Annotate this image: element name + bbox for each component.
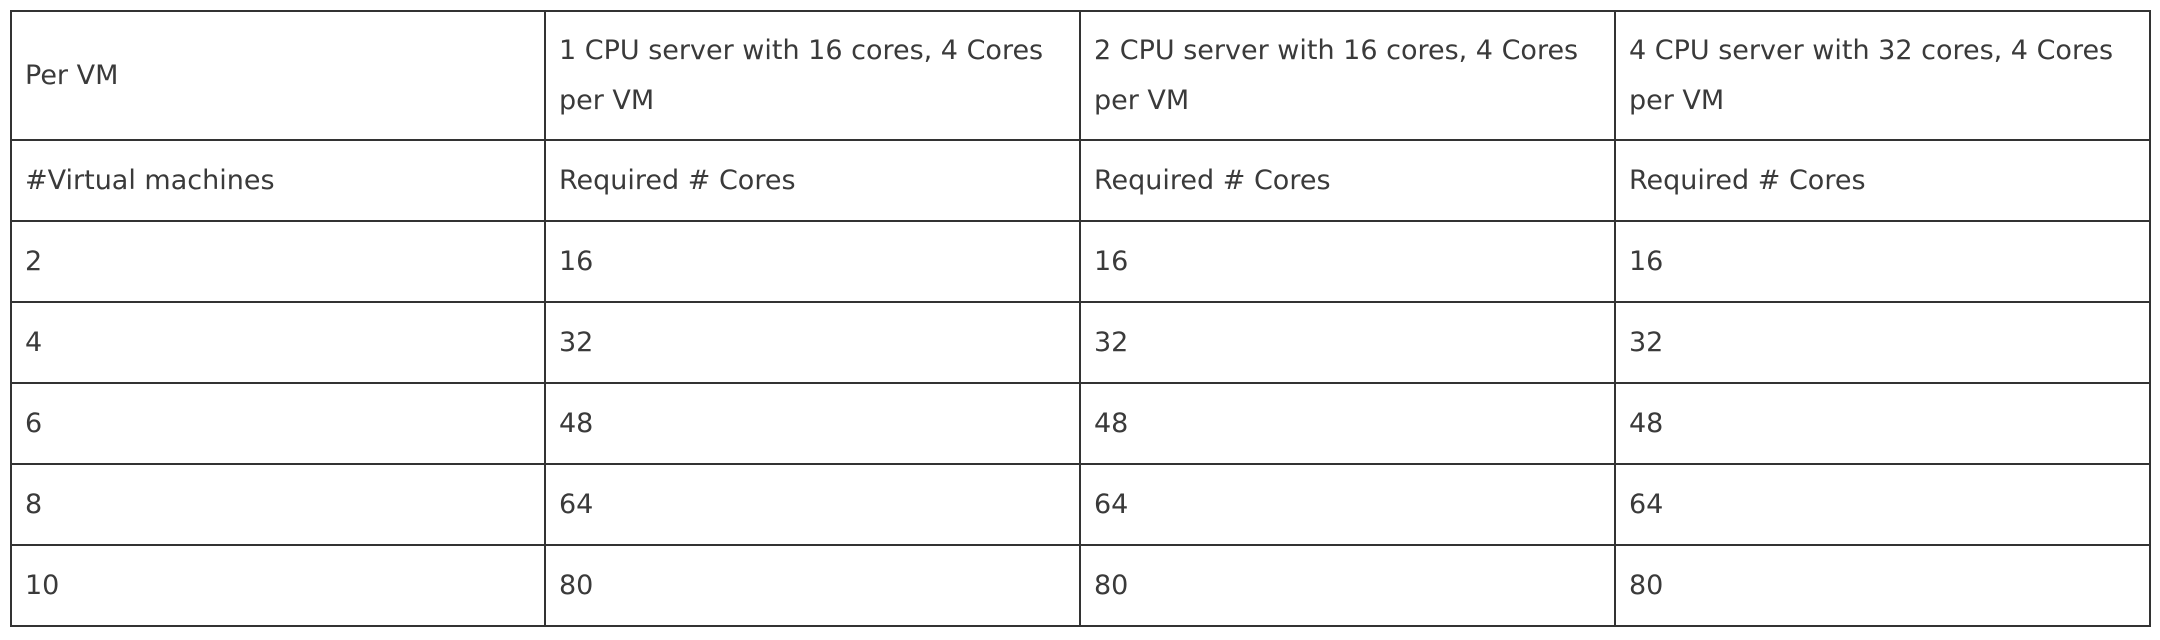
table-cell: 2 [10, 220, 546, 303]
table-cell: 10 [10, 544, 546, 627]
table-cell: 32 [1079, 301, 1616, 384]
table-header-row: Per VM 1 CPU server with 16 cores, 4 Cor… [10, 10, 2151, 141]
subheader-cell-cores-1: Required # Cores [544, 139, 1081, 222]
table-cell: 8 [10, 463, 546, 546]
table-subheader-row: #Virtual machines Required # Cores Requi… [10, 139, 2151, 222]
table-cell: 48 [544, 382, 1081, 465]
table-row: 10 80 80 80 [10, 544, 2151, 627]
subheader-cell-vms: #Virtual machines [10, 139, 546, 222]
table-cell: 80 [1614, 544, 2151, 627]
table-cell: 80 [1079, 544, 1616, 627]
header-cell-per-vm: Per VM [10, 10, 546, 141]
table-cell: 32 [544, 301, 1081, 384]
cores-table-container: Per VM 1 CPU server with 16 cores, 4 Cor… [10, 10, 2151, 627]
table-row: 2 16 16 16 [10, 220, 2151, 303]
table-cell: 16 [544, 220, 1081, 303]
table-cell: 64 [1079, 463, 1616, 546]
table-row: 8 64 64 64 [10, 463, 2151, 546]
cores-table: Per VM 1 CPU server with 16 cores, 4 Cor… [10, 10, 2151, 627]
header-cell-2cpu: 2 CPU server with 16 cores, 4 Cores per … [1079, 10, 1616, 141]
table-cell: 16 [1079, 220, 1616, 303]
table-cell: 48 [1614, 382, 2151, 465]
table-cell: 4 [10, 301, 546, 384]
table-cell: 64 [1614, 463, 2151, 546]
subheader-cell-cores-2: Required # Cores [1079, 139, 1616, 222]
table-cell: 64 [544, 463, 1081, 546]
header-cell-4cpu: 4 CPU server with 32 cores, 4 Cores per … [1614, 10, 2151, 141]
table-cell: 48 [1079, 382, 1616, 465]
table-cell: 32 [1614, 301, 2151, 384]
header-cell-1cpu: 1 CPU server with 16 cores, 4 Cores per … [544, 10, 1081, 141]
table-cell: 6 [10, 382, 546, 465]
table-cell: 16 [1614, 220, 2151, 303]
table-row: 4 32 32 32 [10, 301, 2151, 384]
table-cell: 80 [544, 544, 1081, 627]
table-row: 6 48 48 48 [10, 382, 2151, 465]
subheader-cell-cores-3: Required # Cores [1614, 139, 2151, 222]
